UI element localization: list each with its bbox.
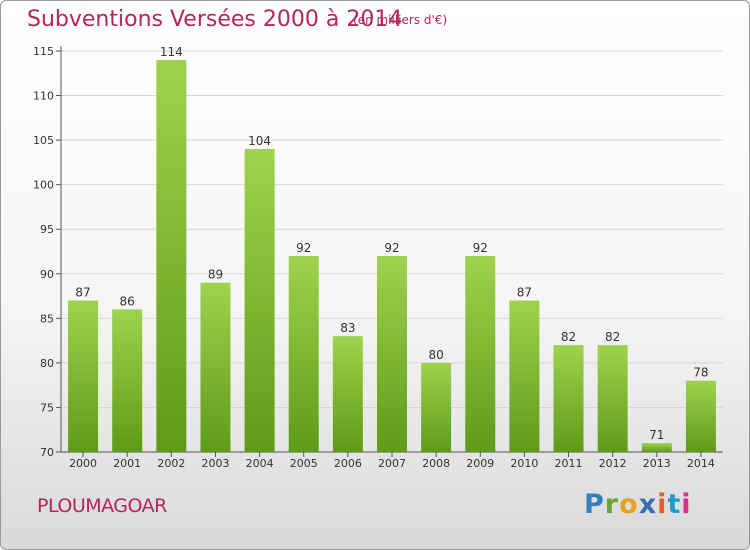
bar-2002 <box>156 59 187 453</box>
logo-letter: i <box>657 489 668 520</box>
data-label: 86 <box>120 294 135 308</box>
data-label: 87 <box>517 286 532 300</box>
y-tick-label: 75 <box>40 401 54 414</box>
data-label: 89 <box>208 268 223 282</box>
bar-2012 <box>597 345 628 452</box>
data-label: 92 <box>473 241 488 255</box>
bar-2014 <box>685 380 716 452</box>
logo-letter: x <box>638 489 658 520</box>
data-label: 92 <box>296 241 311 255</box>
data-label: 71 <box>649 428 664 442</box>
bar-2003 <box>200 282 231 452</box>
bar-2000 <box>68 300 99 452</box>
x-tick-label: 2003 <box>201 457 229 470</box>
bar-2007 <box>377 255 407 452</box>
chart-subtitle: (en milliers d'€) <box>353 13 448 27</box>
x-tick-label: 2009 <box>466 457 494 470</box>
data-label: 78 <box>693 366 708 380</box>
y-tick-label: 115 <box>33 45 54 58</box>
data-label: 83 <box>340 321 355 335</box>
chart-title: Subventions Versées 2000 à 2014 <box>27 7 403 32</box>
x-tick-label: 2004 <box>246 457 274 470</box>
y-tick-label: 100 <box>33 179 54 192</box>
y-tick-label: 105 <box>33 134 54 147</box>
y-tick-label: 85 <box>40 312 54 325</box>
x-tick-label: 2014 <box>687 457 715 470</box>
x-tick-label: 2007 <box>378 457 406 470</box>
bar-2008 <box>421 362 452 452</box>
x-tick-label: 2012 <box>599 457 627 470</box>
y-tick-label: 95 <box>40 223 54 236</box>
data-label: 80 <box>428 348 443 362</box>
data-label: 114 <box>160 45 183 59</box>
bars: 87 86 114 89 104 92 83 92 80 92 87 82 82 71 78 <box>68 45 716 453</box>
data-label: 104 <box>248 134 271 148</box>
logo-letter: i <box>681 489 692 520</box>
proxiti-logo[interactable]: Proxiti <box>584 489 692 520</box>
y-tick-label: 70 <box>40 446 54 459</box>
data-label: 82 <box>605 330 620 344</box>
logo-letter: P <box>584 489 605 520</box>
bar-2011 <box>553 345 584 452</box>
bar-2005 <box>288 255 319 452</box>
x-tick-label: 2001 <box>113 457 141 470</box>
data-label: 92 <box>384 241 399 255</box>
x-axis-ticks: 2000 2001 2002 2003 2004 2005 2006 2007 2008 2009… <box>69 452 715 470</box>
data-label: 87 <box>75 286 90 300</box>
y-tick-label: 90 <box>40 268 54 281</box>
logo-letter: r <box>604 489 620 520</box>
y-axis-ticks: 70 75 80 85 90 95 100 105 110 115 <box>33 45 61 459</box>
y-tick-label: 80 <box>40 357 54 370</box>
commune-name: PLOUMAGOAR <box>37 495 167 517</box>
x-tick-label: 2000 <box>69 457 97 470</box>
bar-2006 <box>332 336 363 452</box>
data-label: 82 <box>561 330 576 344</box>
x-tick-label: 2002 <box>157 457 185 470</box>
bar-2009 <box>465 255 496 452</box>
bar-2010 <box>509 300 540 452</box>
bar-2001 <box>112 309 143 452</box>
logo-letter: t <box>667 489 682 520</box>
x-tick-label: 2010 <box>510 457 538 470</box>
bar-2004 <box>244 149 275 452</box>
logo-letter: o <box>619 489 639 520</box>
x-tick-label: 2005 <box>290 457 318 470</box>
bar-2013 <box>641 443 672 452</box>
x-tick-label: 2011 <box>555 457 583 470</box>
x-tick-label: 2013 <box>643 457 671 470</box>
y-tick-label: 110 <box>33 90 54 103</box>
x-tick-label: 2008 <box>422 457 450 470</box>
x-tick-label: 2006 <box>334 457 362 470</box>
